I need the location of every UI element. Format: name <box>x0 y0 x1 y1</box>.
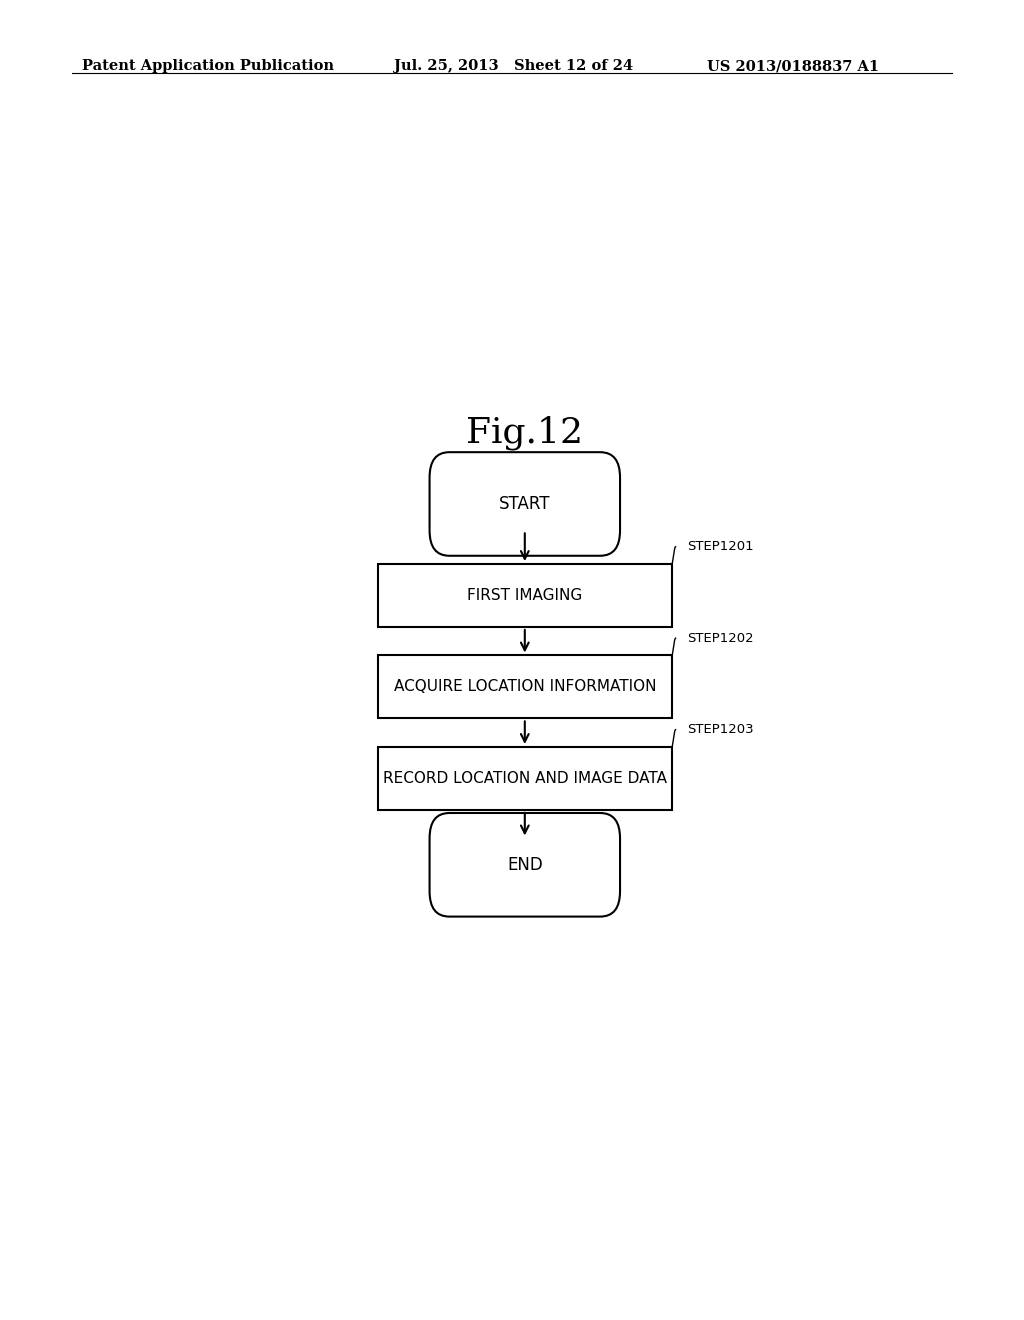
Text: Patent Application Publication: Patent Application Publication <box>82 59 334 74</box>
FancyBboxPatch shape <box>430 453 620 556</box>
Text: STEP1202: STEP1202 <box>687 632 754 644</box>
Text: FIRST IMAGING: FIRST IMAGING <box>467 587 583 603</box>
Text: END: END <box>507 855 543 874</box>
Bar <box>378 747 672 810</box>
Text: Jul. 25, 2013   Sheet 12 of 24: Jul. 25, 2013 Sheet 12 of 24 <box>394 59 634 74</box>
Bar <box>378 564 672 627</box>
Text: RECORD LOCATION AND IMAGE DATA: RECORD LOCATION AND IMAGE DATA <box>383 771 667 785</box>
Text: US 2013/0188837 A1: US 2013/0188837 A1 <box>707 59 879 74</box>
Text: STEP1201: STEP1201 <box>687 540 754 553</box>
Text: ACQUIRE LOCATION INFORMATION: ACQUIRE LOCATION INFORMATION <box>393 680 656 694</box>
Text: STEP1203: STEP1203 <box>687 723 754 737</box>
FancyBboxPatch shape <box>430 813 620 916</box>
Text: START: START <box>499 495 551 513</box>
Bar <box>378 656 672 718</box>
Text: Fig.12: Fig.12 <box>466 416 584 450</box>
